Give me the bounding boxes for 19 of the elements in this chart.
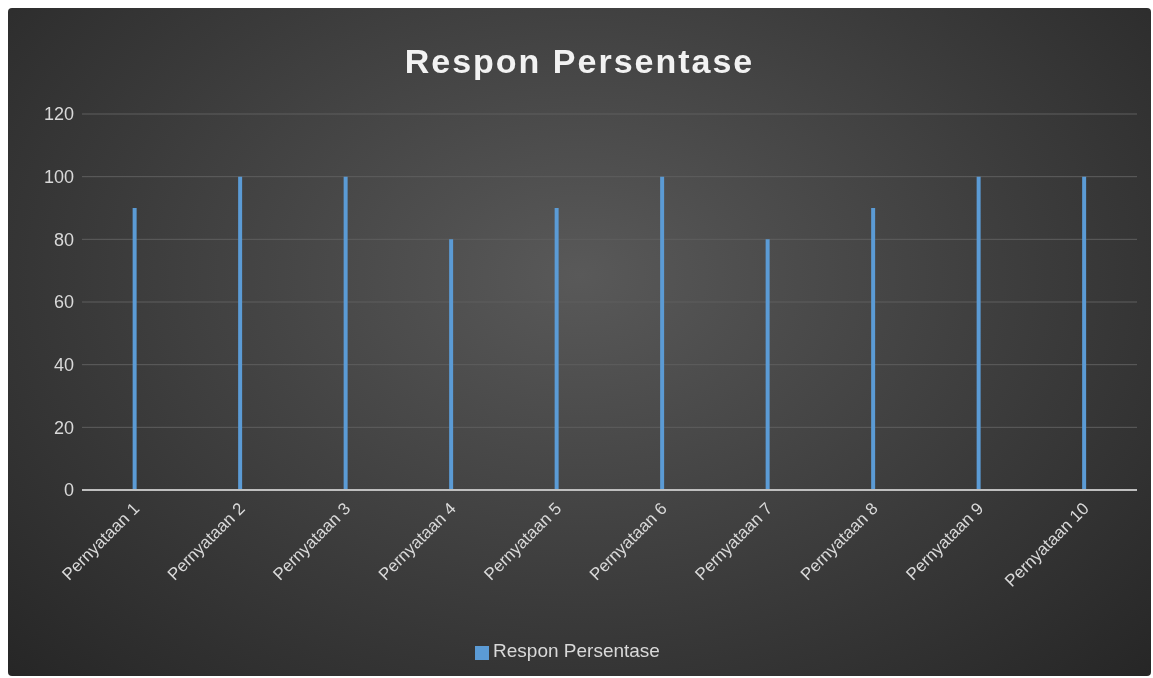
bar (449, 239, 454, 490)
y-tick-label: 0 (63, 480, 74, 501)
y-tick-label: 80 (53, 229, 74, 250)
bar (871, 208, 876, 490)
bar (765, 239, 770, 490)
bar (1082, 176, 1087, 490)
bar (132, 208, 137, 490)
legend-label: Respon Persentase (493, 640, 660, 661)
bar (343, 176, 348, 490)
bar (976, 176, 981, 490)
y-tick-label: 120 (43, 104, 74, 125)
y-tick-label: 40 (53, 355, 74, 376)
bar (660, 176, 665, 490)
y-tick-label: 60 (53, 292, 74, 313)
bar (238, 176, 243, 490)
y-tick-label: 100 (43, 167, 74, 188)
bar (554, 208, 559, 490)
y-tick-label: 20 (53, 417, 74, 438)
chart-title: Respon Persentase (403, 42, 756, 81)
